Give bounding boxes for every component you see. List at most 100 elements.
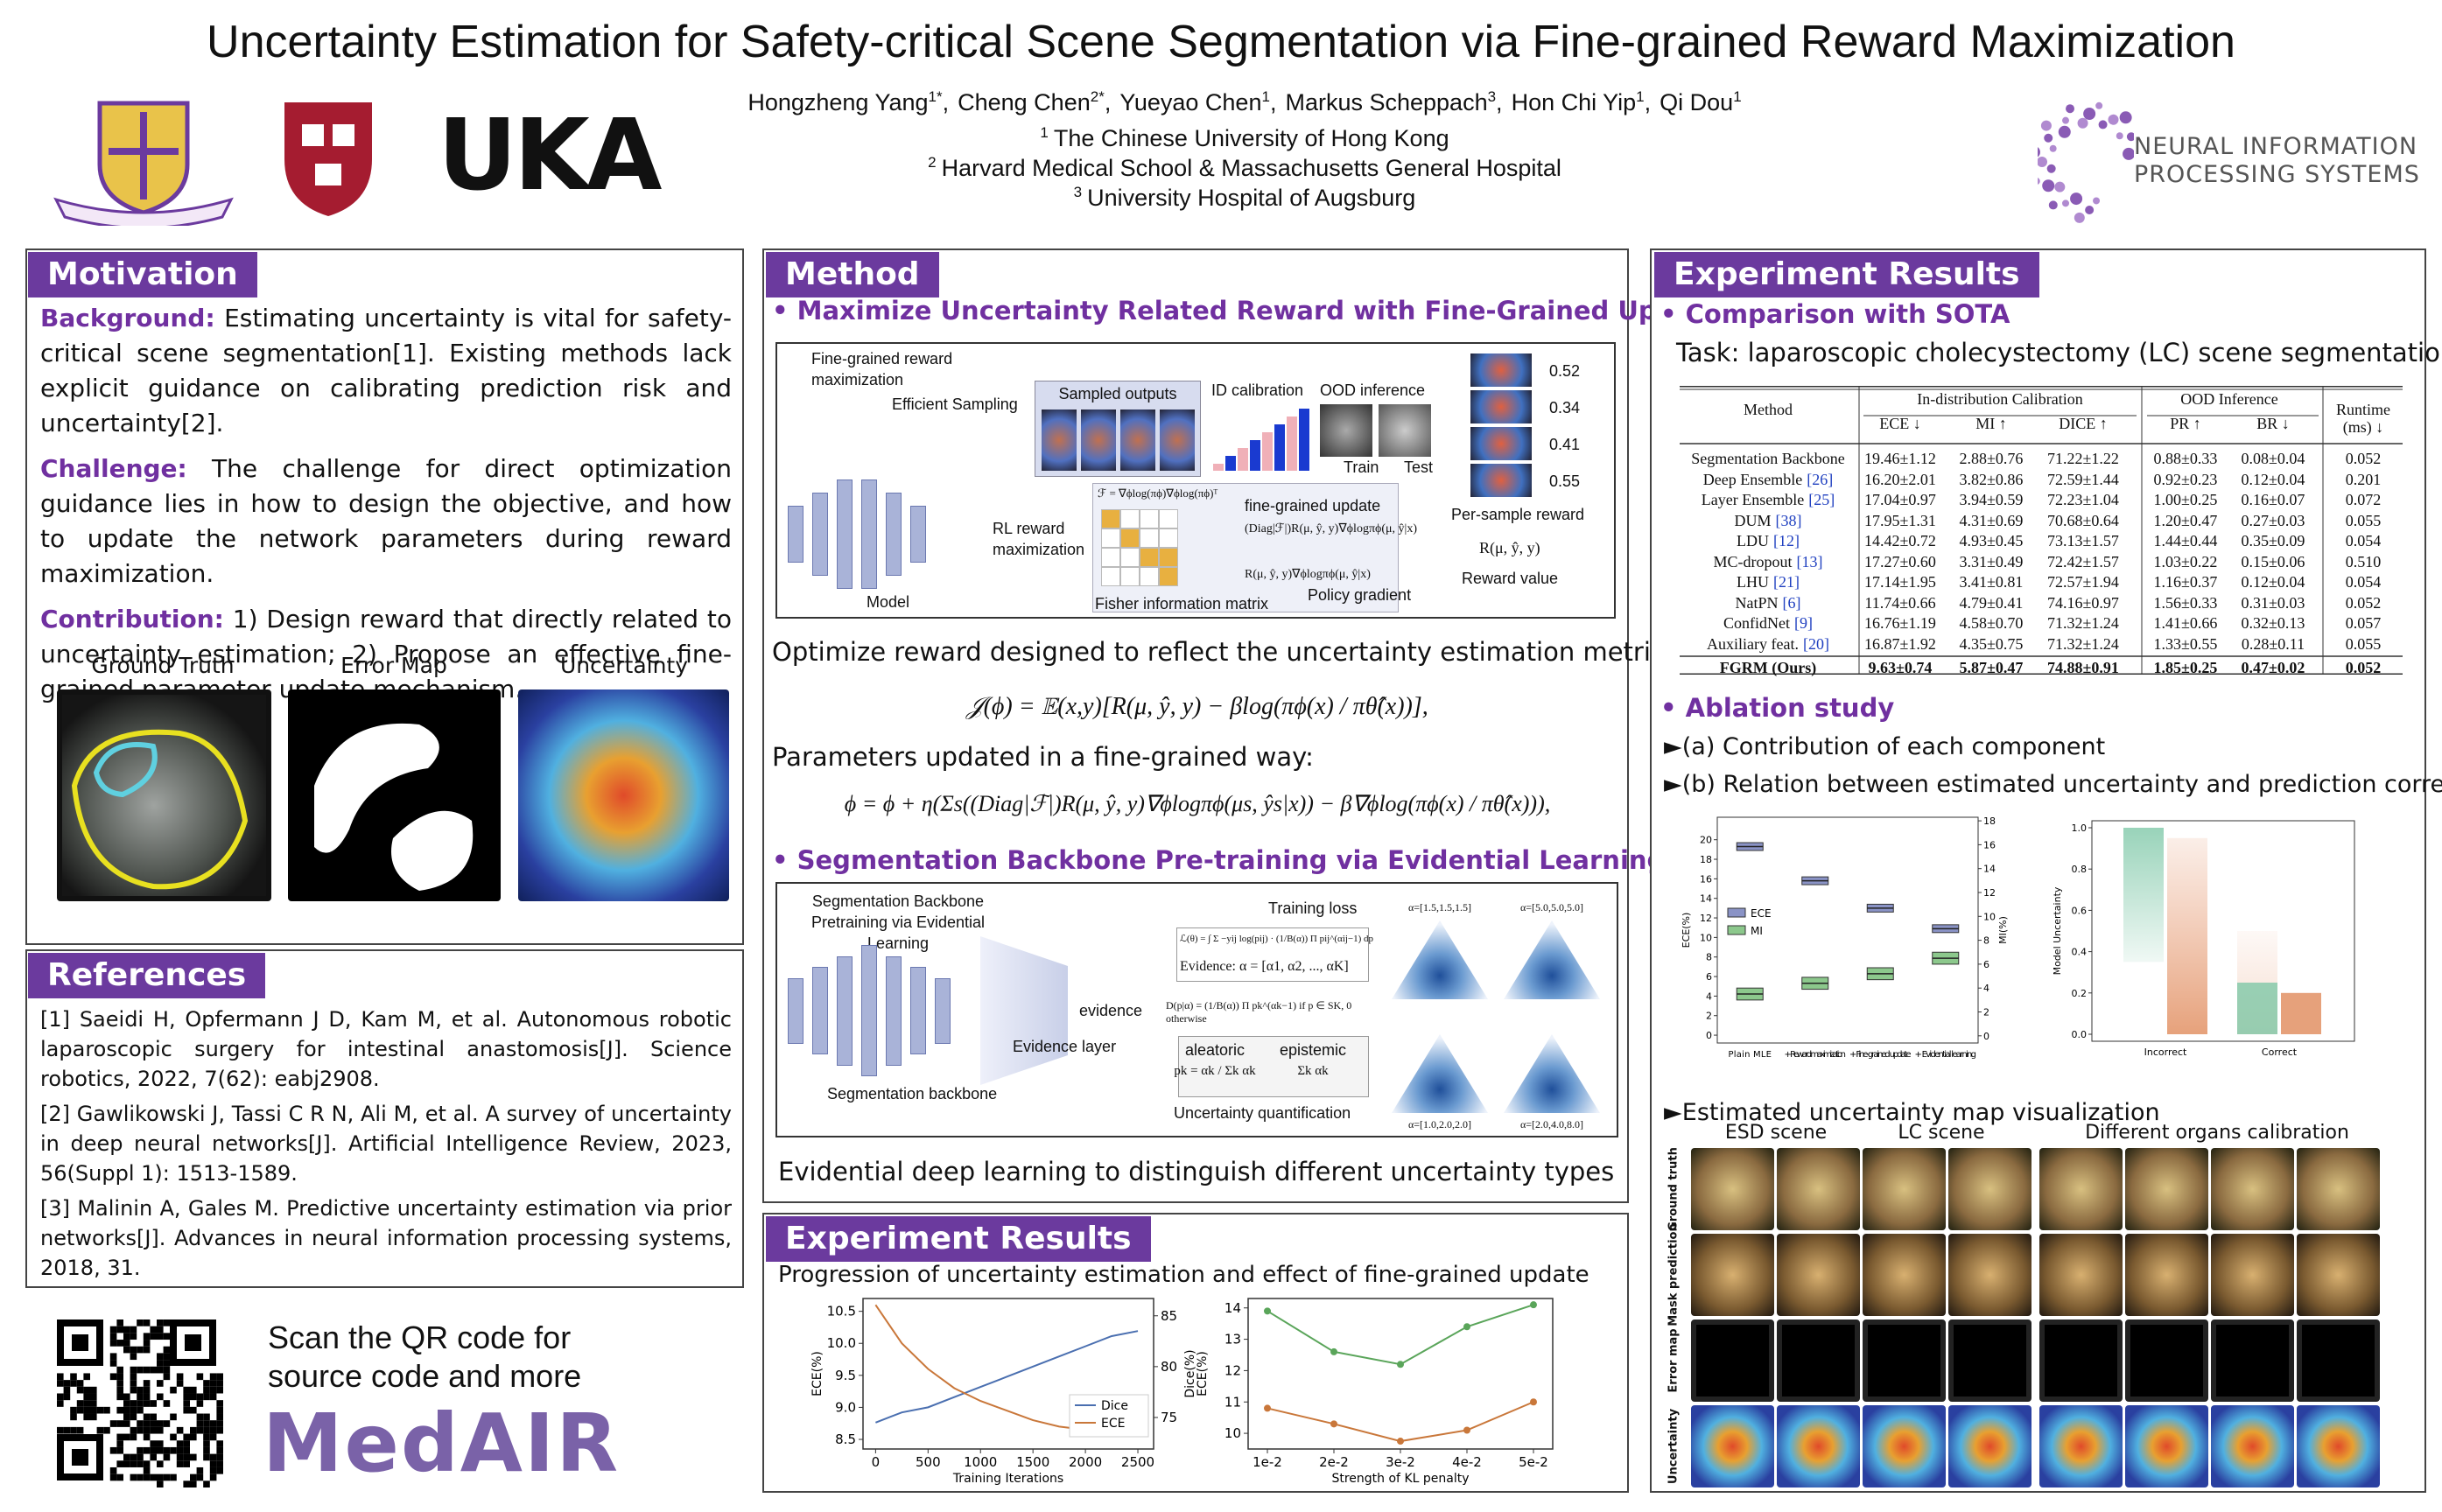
qr-module	[150, 1400, 157, 1407]
y-tick-label: 10	[1225, 1425, 1241, 1441]
reward-thumb	[1470, 464, 1532, 497]
fisher-cell	[1120, 548, 1140, 567]
diagram-label: epistemic	[1279, 1041, 1347, 1059]
qr-module	[76, 1426, 84, 1434]
qr-module	[183, 1400, 190, 1407]
qr-module	[183, 1393, 190, 1401]
table-cell: 16.20±2.01	[1864, 470, 1936, 488]
neurips-dot	[2040, 120, 2052, 131]
fisher-cell	[1159, 509, 1178, 528]
row-label: Error map	[1667, 1328, 1681, 1393]
qr-module	[143, 1320, 151, 1326]
table-cell: 0.15±0.06	[2241, 552, 2305, 570]
qr-module	[123, 1346, 130, 1354]
qr-module	[116, 1474, 123, 1481]
legend-swatch	[1727, 925, 1746, 935]
affiliation-sup: 1	[1040, 124, 1049, 141]
table-method-cell: NatPN [6]	[1736, 594, 1801, 612]
qr-module	[137, 1320, 144, 1326]
sample-thumb	[1042, 410, 1077, 471]
qr-module	[130, 1346, 137, 1354]
qr-module	[209, 1373, 217, 1381]
qr-module	[183, 1440, 190, 1447]
row-label: Uncertainty	[1667, 1408, 1681, 1485]
y-tick-label: 9.5	[835, 1368, 856, 1383]
x-axis-label: Strength of KL penalty	[1331, 1472, 1469, 1486]
qr-module	[83, 1386, 90, 1394]
table-cell: 0.92±0.23	[2153, 470, 2218, 488]
evidence-layer	[980, 936, 1068, 1085]
qr-module	[183, 1480, 190, 1488]
backbone-layer	[788, 977, 803, 1044]
table-cell: 1.03±0.22	[2153, 552, 2218, 570]
group-label: LC scene	[1898, 1122, 1985, 1144]
table-cell: 0.054	[2345, 573, 2382, 591]
section-tab: References	[28, 953, 266, 998]
list-item: ►Estimated uncertainty map visualization	[1664, 1099, 2160, 1126]
y-tick-label: 16	[1700, 873, 1712, 885]
row-label: Mask prediction	[1667, 1223, 1681, 1326]
y-tick-label: 0.6	[2072, 905, 2088, 916]
qr-module	[150, 1420, 157, 1427]
qr-module	[137, 1453, 144, 1461]
y2-axis-label: MI(%)	[1997, 916, 2009, 944]
table-cell: 72.59±1.44	[2047, 470, 2119, 488]
qr-module	[183, 1460, 190, 1467]
qr-module	[157, 1446, 164, 1454]
qr-module	[76, 1406, 84, 1414]
table-cell: 1.41±0.66	[2153, 614, 2218, 632]
qr-module	[203, 1446, 210, 1454]
y-tick-label: 8.5	[835, 1432, 856, 1447]
body-text: Optimize reward designed to reflect the …	[772, 637, 1687, 667]
qr-module	[123, 1393, 130, 1401]
table-method: Deep Ensemble	[1702, 470, 1803, 488]
y-tick-label: 6	[1706, 971, 1712, 983]
table-method: Layer Ensemble	[1701, 491, 1805, 508]
table-cell: 0.08±0.04	[2241, 450, 2305, 467]
reward-thumb	[1470, 354, 1532, 387]
qr-module	[57, 1393, 64, 1401]
x-tick-label: + Reward maximization	[1785, 1050, 1847, 1060]
qr-module	[163, 1320, 171, 1326]
series-line	[1267, 1304, 1534, 1366]
qr-module	[150, 1453, 157, 1461]
visualization-image	[1863, 1405, 1946, 1488]
qr-module	[190, 1480, 197, 1488]
qr-finder	[72, 1334, 88, 1351]
y-axis-label: Model Uncertainty	[2052, 886, 2063, 975]
table-column-header: MI ↑	[1975, 415, 2007, 432]
table-cell: 70.68±0.64	[2047, 511, 2119, 529]
qr-module	[57, 1373, 64, 1381]
sample-thumb	[1160, 410, 1195, 471]
neurips-dot	[2046, 164, 2056, 173]
author-sep: ,	[942, 89, 950, 116]
point	[1264, 1307, 1271, 1315]
qr-finder	[170, 1320, 216, 1366]
qr-module	[150, 1474, 157, 1481]
table-cell: 3.82±0.86	[1959, 470, 2024, 488]
table-ref: [38]	[1775, 511, 1802, 529]
qr-module	[209, 1474, 217, 1481]
y-tick-label: 0	[1706, 1030, 1712, 1041]
qr-module	[130, 1474, 137, 1481]
qr-module	[70, 1380, 77, 1387]
qr-module	[157, 1393, 164, 1401]
qr-module	[163, 1400, 171, 1407]
x-tick-label: 1500	[1016, 1454, 1049, 1470]
qr-module	[137, 1420, 144, 1427]
paragraph-label: Challenge:	[40, 454, 187, 483]
uq-box	[1178, 1036, 1369, 1097]
qr-module	[143, 1426, 151, 1434]
list-item: ►(a) Contribution of each component	[1664, 733, 2106, 760]
qr-module	[116, 1340, 123, 1347]
qr-module	[109, 1333, 117, 1340]
qr-module	[137, 1400, 144, 1407]
neurips-dot	[2085, 205, 2095, 214]
qr-module	[216, 1373, 223, 1381]
qr-module	[76, 1380, 84, 1387]
qr-module	[116, 1406, 123, 1414]
reference-item: [1] Saeidi H, Opfermann J D, Kam M, et a…	[40, 1007, 732, 1091]
qr-module	[196, 1413, 204, 1421]
table-cell: 4.93±0.45	[1959, 532, 2024, 550]
qr-module	[157, 1320, 164, 1326]
